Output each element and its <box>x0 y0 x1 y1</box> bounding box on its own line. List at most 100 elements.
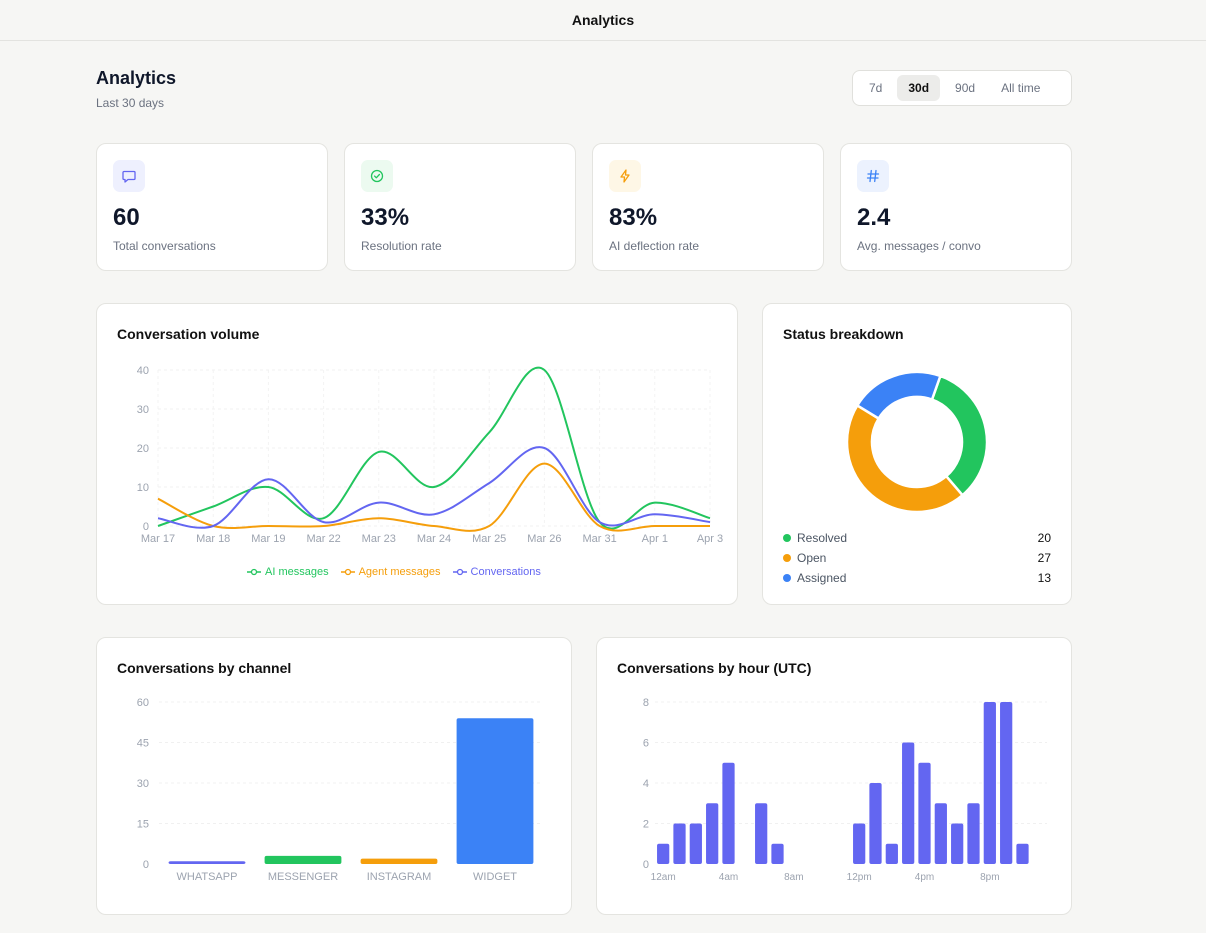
stat-label: Avg. messages / convo <box>857 239 981 253</box>
legend-swatch-icon <box>247 568 261 576</box>
card-title: Status breakdown <box>783 326 904 342</box>
conversations-by-hour-card: Conversations by hour (UTC) 0 2 4 6 8 12am 4am… <box>596 637 1072 915</box>
x-tick-label: 4am <box>719 872 738 883</box>
legend-swatch-icon <box>340 568 355 576</box>
x-tick-label: Mar 23 <box>362 533 396 545</box>
y-tick-label: 8 <box>643 697 649 709</box>
bar <box>168 861 246 864</box>
page-title: Analytics <box>96 68 177 88</box>
donut-slice <box>855 370 942 421</box>
x-tick-label: Mar 19 <box>251 533 285 545</box>
bar <box>885 843 898 864</box>
hash-icon <box>857 160 889 192</box>
x-tick-label: Mar 26 <box>527 533 561 545</box>
stat-value: 2.4 <box>857 204 891 231</box>
x-tick-label: Mar 18 <box>196 533 230 545</box>
bar <box>951 823 964 864</box>
card-title: Conversation volume <box>117 326 260 342</box>
stat-label: AI deflection rate <box>609 239 700 253</box>
conversation-volume-chart: 0 10 20 30 40 Mar 17 Mar 18 Mar 19 Mar 22 Mar 23 M… <box>137 365 723 545</box>
bar <box>869 783 882 864</box>
y-tick-label: 20 <box>137 443 149 455</box>
bar <box>456 718 534 864</box>
bar <box>853 823 866 864</box>
x-tick-label: Mar 17 <box>141 533 175 545</box>
top-bar: Analytics <box>0 0 1206 41</box>
x-tick-label: WIDGET <box>473 871 517 883</box>
series-line <box>157 446 711 529</box>
status-legend: Resolved 20 Open 27 Assigned 13 <box>783 528 1051 588</box>
y-tick-label: 60 <box>137 697 149 709</box>
bar <box>1000 702 1013 864</box>
bar <box>689 823 702 864</box>
channel-bar-chart: 0 15 30 45 60 WHATSAPP MESSENGER INSTAGRAM WIDGE… <box>137 697 543 883</box>
legend-swatch-icon <box>452 568 467 576</box>
lightning-bolt-icon <box>609 160 641 192</box>
bar <box>1016 843 1029 864</box>
series-line <box>157 366 711 530</box>
x-tick-label: 4pm <box>915 872 934 883</box>
stat-value: 33% <box>361 204 410 231</box>
stat-card-ai-deflection-rate: 83% AI deflection rate <box>592 143 824 271</box>
range-option-all-time[interactable]: All time <box>1001 81 1041 95</box>
range-option-7d[interactable]: 7d <box>869 81 883 95</box>
y-tick-label: 2 <box>643 819 649 831</box>
y-tick-label: 0 <box>143 521 149 533</box>
x-tick-label: 12am <box>651 872 676 883</box>
page-subtitle: Last 30 days <box>96 96 165 110</box>
range-option-90d[interactable]: 90d <box>955 81 976 95</box>
y-tick-label: 30 <box>137 404 149 416</box>
bar <box>934 803 947 864</box>
x-tick-label: 8pm <box>980 872 999 883</box>
status-row-open: Open 27 <box>783 548 1051 568</box>
date-range-selector: 7d 30d 90d All time <box>852 70 1072 106</box>
status-breakdown-card: Status breakdown Resolved 20 Open 27 Ass… <box>762 303 1072 605</box>
x-tick-label: Apr 3 <box>697 533 723 545</box>
bar <box>657 843 670 864</box>
y-tick-label: 0 <box>643 859 649 871</box>
y-tick-label: 0 <box>143 859 149 871</box>
x-tick-label: 8am <box>784 872 803 883</box>
x-tick-label: Mar 22 <box>306 533 340 545</box>
x-tick-label: 12pm <box>847 872 872 883</box>
stat-value: 83% <box>609 204 658 231</box>
stat-card-avg-messages: 2.4 Avg. messages / convo <box>840 143 1072 271</box>
bar <box>360 858 438 864</box>
range-option-30d[interactable]: 30d <box>897 75 941 101</box>
status-row-assigned: Assigned 13 <box>783 568 1051 588</box>
x-tick-label: Apr 1 <box>642 533 668 545</box>
legend-item-conversations: Conversations <box>452 566 541 578</box>
stat-label: Resolution rate <box>361 239 442 253</box>
bar <box>902 742 915 864</box>
status-dot <box>783 534 791 542</box>
stat-value: 60 <box>113 204 140 231</box>
conversations-by-channel-card: Conversations by channel 0 15 30 45 60 WHATSA… <box>96 637 572 915</box>
legend-item-agent-messages: Agent messages <box>340 566 441 578</box>
conversation-volume-card: Conversation volume 0 10 20 30 40 Mar 17 Mar 1… <box>96 303 738 605</box>
bar <box>771 843 784 864</box>
hourly-bar-chart: 0 2 4 6 8 12am 4am 8am 12pm 4pm 8pm <box>643 697 1047 883</box>
y-tick-label: 15 <box>137 819 149 831</box>
bar <box>673 823 686 864</box>
stat-card-total-conversations: 60 Total conversations <box>96 143 328 271</box>
donut-slice <box>845 403 965 514</box>
check-circle-icon <box>361 160 393 192</box>
status-dot <box>783 554 791 562</box>
card-title: Conversations by channel <box>117 660 292 676</box>
series-line <box>157 462 710 532</box>
y-tick-label: 45 <box>137 738 149 750</box>
status-row-resolved: Resolved 20 <box>783 528 1051 548</box>
bar <box>967 803 980 864</box>
legend-item-ai-messages: AI messages <box>247 566 329 578</box>
donut-slice <box>930 374 989 497</box>
top-bar-title: Analytics <box>571 12 635 28</box>
stat-card-resolution-rate: 33% Resolution rate <box>344 143 576 271</box>
x-tick-label: Mar 24 <box>417 533 451 545</box>
y-tick-label: 30 <box>137 778 149 790</box>
x-tick-label: Mar 31 <box>582 533 616 545</box>
bar <box>983 702 996 864</box>
y-tick-label: 4 <box>643 778 649 790</box>
card-title: Conversations by hour (UTC) <box>617 660 812 676</box>
stat-label: Total conversations <box>113 239 216 253</box>
chat-bubble-icon <box>113 160 145 192</box>
